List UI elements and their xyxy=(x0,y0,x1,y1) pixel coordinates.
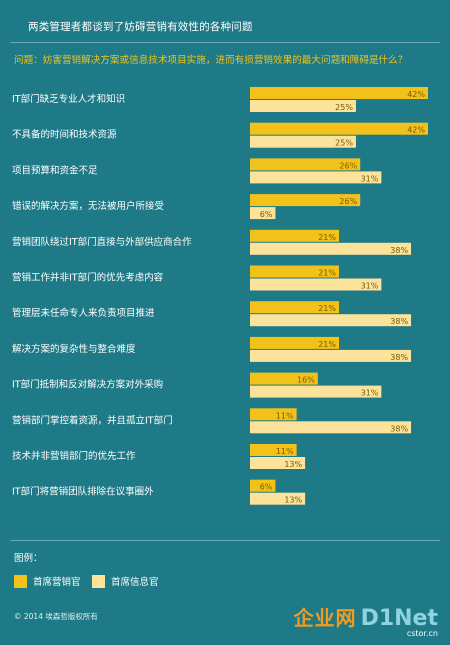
category-label: 技术并非营销部门的优先工作 xyxy=(12,450,136,462)
legend-swatch-cmo xyxy=(14,574,27,588)
value-label-cmo: 16% xyxy=(297,376,315,385)
value-label-cmo: 6% xyxy=(260,483,273,492)
watermark-net: Net xyxy=(394,606,438,631)
watermark-cn: 企业网 xyxy=(293,606,357,630)
value-label-cmo: 21% xyxy=(318,304,336,313)
watermark-logo: 企业网 D1 Net cstor.cn xyxy=(294,602,438,638)
category-label: 营销部门掌控着资源，并且孤立IT部门 xyxy=(12,414,173,426)
value-label-cio: 31% xyxy=(361,174,379,183)
bar-cio xyxy=(250,314,412,327)
value-label-cio: 38% xyxy=(390,317,408,326)
value-label-cio: 31% xyxy=(361,282,379,291)
bar-cmo xyxy=(250,479,276,492)
category-label: 营销工作并非IT部门的优先考虑内容 xyxy=(12,272,164,284)
bar-cio xyxy=(250,171,382,184)
chart-title: 两类管理者都谈到了妨碍营销有效性的各种问题 xyxy=(28,21,253,33)
bar-cio xyxy=(250,207,276,220)
value-label-cmo: 11% xyxy=(276,411,294,420)
value-label-cmo: 26% xyxy=(339,197,357,206)
value-label-cio: 25% xyxy=(335,139,353,148)
value-label-cio: 13% xyxy=(284,460,302,469)
legend-divider xyxy=(10,540,440,541)
watermark-domain: cstor.cn xyxy=(406,629,438,638)
value-label-cmo: 26% xyxy=(339,161,357,170)
value-label-cmo: 21% xyxy=(318,233,336,242)
bar-cio xyxy=(250,421,412,434)
bar-cmo xyxy=(250,336,339,349)
bar-cmo xyxy=(250,194,361,207)
bar-cmo xyxy=(250,229,339,242)
bar-cio xyxy=(250,135,356,148)
legend-item-cmo: 首席营销官 xyxy=(14,574,81,588)
legend-title: 图例： xyxy=(14,553,43,564)
category-label: 管理层未任命专人来负责项目推进 xyxy=(12,307,155,319)
category-label: 不具备的时间和技术资源 xyxy=(12,129,117,141)
bar-cmo xyxy=(250,87,428,99)
value-label-cio: 13% xyxy=(284,496,302,505)
category-label: 营销团队绕过IT部门直接与外部供应商合作 xyxy=(12,236,192,248)
legend-label-cio: 首席信息官 xyxy=(111,577,159,588)
value-label-cmo: 11% xyxy=(276,447,294,456)
chart-subtitle: 问题：妨害营销解决方案或信息技术项目实施，进而有损营销效果的最大问题和障碍是什么… xyxy=(14,55,408,66)
bar-cio xyxy=(250,385,382,398)
bar-cio xyxy=(250,349,412,362)
value-label-cio: 6% xyxy=(260,210,273,219)
value-label-cmo: 42% xyxy=(407,90,425,99)
bar-cmo xyxy=(250,158,361,171)
category-label: IT部门抵制和反对解决方案对外采购 xyxy=(12,379,163,391)
category-label: IT部门缺乏专业人才和知识 xyxy=(12,93,125,105)
value-label-cmo: 42% xyxy=(407,126,425,135)
value-label-cmo: 21% xyxy=(318,340,336,349)
bar-chart: IT部门缺乏专业人才和知识 42% 25% 不具备的时间和技术资源 42% 25% 项目预算… xyxy=(12,87,428,505)
bar-cio xyxy=(250,492,306,505)
bar-cio xyxy=(250,100,356,112)
watermark-d1: D1 xyxy=(360,606,395,631)
bar-cmo xyxy=(250,372,318,385)
bar-cio xyxy=(250,278,382,291)
value-label-cio: 31% xyxy=(361,389,379,398)
category-label: IT部门将营销团队排除在议事圈外 xyxy=(12,486,154,498)
category-label: 错误的解决方案，无法被用户所接受 xyxy=(12,200,164,212)
title-divider xyxy=(10,42,440,43)
value-label-cio: 38% xyxy=(390,353,408,362)
value-label-cio: 25% xyxy=(335,103,353,112)
bar-cmo xyxy=(250,408,297,421)
copyright: © 2014 埃森哲版权所有 xyxy=(14,612,98,621)
value-label-cmo: 21% xyxy=(318,269,336,278)
bar-cmo xyxy=(250,301,339,314)
value-label-cio: 38% xyxy=(390,246,408,255)
bar-cmo xyxy=(250,122,428,135)
legend-item-cio: 首席信息官 xyxy=(92,574,159,588)
bar-cio xyxy=(250,457,306,469)
legend-label-cmo: 首席营销官 xyxy=(33,577,81,588)
bar-cio xyxy=(250,242,412,255)
category-label: 解决方案的复杂性与整合难度 xyxy=(12,343,136,355)
bar-cmo xyxy=(250,265,339,278)
legend-swatch-cio xyxy=(92,574,105,588)
value-label-cio: 38% xyxy=(390,424,408,433)
category-label: 项目预算和资金不足 xyxy=(12,164,98,176)
bar-cmo xyxy=(250,444,297,456)
